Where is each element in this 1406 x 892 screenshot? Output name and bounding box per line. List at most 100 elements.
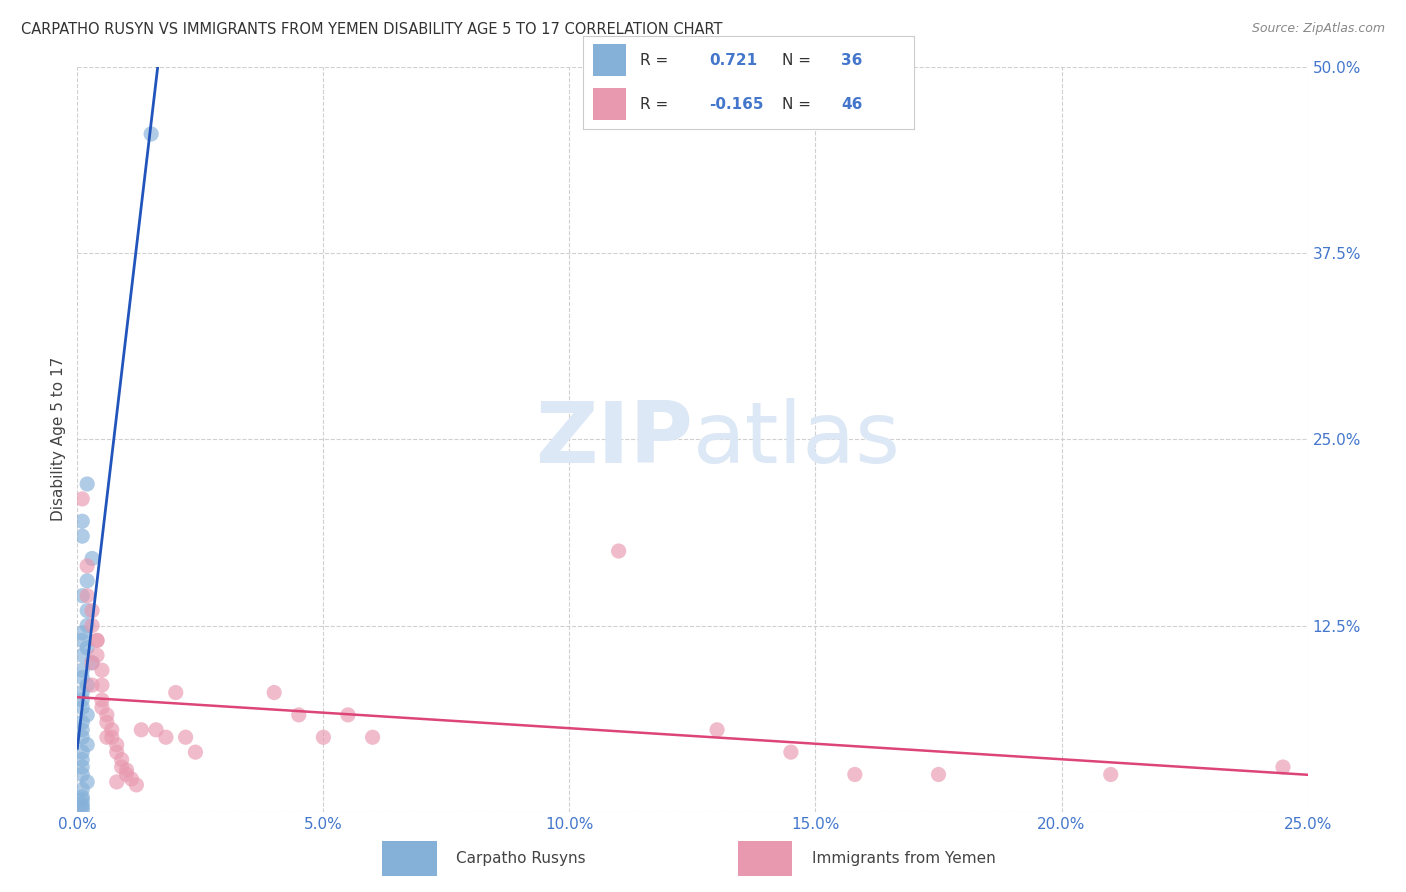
- Point: [129, 723, 153, 737]
- Point: [706, 723, 728, 737]
- Point: [1272, 760, 1295, 774]
- Point: [76, 618, 98, 632]
- Point: [82, 604, 104, 618]
- Point: [76, 738, 98, 752]
- Point: [90, 663, 114, 677]
- Point: [115, 767, 138, 781]
- Point: [76, 589, 98, 603]
- Point: [125, 778, 148, 792]
- Point: [263, 685, 285, 699]
- FancyBboxPatch shape: [593, 88, 627, 120]
- Point: [70, 760, 93, 774]
- Point: [1099, 767, 1122, 781]
- Point: [844, 767, 866, 781]
- FancyBboxPatch shape: [738, 841, 793, 876]
- Point: [76, 604, 98, 618]
- Point: [184, 745, 207, 759]
- Point: [96, 707, 118, 722]
- Point: [76, 678, 98, 692]
- Point: [90, 693, 114, 707]
- Point: [76, 558, 98, 573]
- Point: [111, 753, 132, 767]
- Point: [86, 648, 108, 663]
- Text: Immigrants from Yemen: Immigrants from Yemen: [811, 851, 995, 866]
- Point: [96, 730, 118, 744]
- Point: [70, 626, 93, 640]
- Point: [607, 544, 630, 558]
- Text: N =: N =: [782, 96, 815, 112]
- Point: [70, 491, 93, 506]
- Text: CARPATHO RUSYN VS IMMIGRANTS FROM YEMEN DISABILITY AGE 5 TO 17 CORRELATION CHART: CARPATHO RUSYN VS IMMIGRANTS FROM YEMEN …: [21, 22, 723, 37]
- Point: [361, 730, 384, 744]
- Point: [82, 551, 104, 566]
- Point: [76, 574, 98, 588]
- Point: [86, 633, 108, 648]
- Point: [76, 640, 98, 655]
- Point: [90, 678, 114, 692]
- Point: [70, 800, 93, 814]
- Point: [337, 707, 360, 722]
- Point: [165, 685, 187, 699]
- Text: ZIP: ZIP: [534, 398, 693, 481]
- Point: [76, 477, 98, 491]
- Text: Carpatho Rusyns: Carpatho Rusyns: [456, 851, 585, 866]
- Point: [70, 767, 93, 781]
- Point: [115, 763, 138, 777]
- Point: [70, 671, 93, 685]
- Text: -0.165: -0.165: [709, 96, 763, 112]
- Point: [70, 715, 93, 730]
- Point: [174, 730, 197, 744]
- Point: [780, 745, 803, 759]
- Point: [928, 767, 950, 781]
- Point: [70, 700, 93, 714]
- Point: [121, 772, 143, 786]
- Point: [155, 730, 177, 744]
- Point: [70, 648, 93, 663]
- Point: [70, 789, 93, 804]
- Point: [105, 745, 128, 759]
- Point: [101, 723, 124, 737]
- FancyBboxPatch shape: [593, 44, 627, 76]
- Text: atlas: atlas: [693, 398, 900, 481]
- Point: [70, 693, 93, 707]
- Text: N =: N =: [782, 53, 815, 68]
- Point: [70, 753, 93, 767]
- Point: [70, 793, 93, 807]
- Point: [70, 633, 93, 648]
- Point: [70, 745, 93, 759]
- Point: [111, 760, 132, 774]
- Point: [141, 127, 163, 141]
- Y-axis label: Disability Age 5 to 17: Disability Age 5 to 17: [51, 357, 66, 522]
- Point: [70, 797, 93, 812]
- Point: [70, 514, 93, 528]
- Text: R =: R =: [640, 96, 673, 112]
- Point: [288, 707, 311, 722]
- Text: 0.721: 0.721: [709, 53, 758, 68]
- Point: [70, 589, 93, 603]
- Text: Source: ZipAtlas.com: Source: ZipAtlas.com: [1251, 22, 1385, 36]
- Point: [105, 775, 128, 789]
- Point: [82, 678, 104, 692]
- Point: [70, 663, 93, 677]
- Point: [86, 633, 108, 648]
- Text: R =: R =: [640, 53, 673, 68]
- Point: [101, 730, 124, 744]
- Point: [76, 707, 98, 722]
- Point: [70, 730, 93, 744]
- Point: [90, 700, 114, 714]
- Point: [82, 656, 104, 670]
- Point: [145, 723, 167, 737]
- Point: [82, 656, 104, 670]
- Point: [70, 723, 93, 737]
- Point: [76, 775, 98, 789]
- Point: [96, 715, 118, 730]
- Text: 36: 36: [841, 53, 863, 68]
- Point: [312, 730, 335, 744]
- FancyBboxPatch shape: [382, 841, 436, 876]
- Point: [70, 529, 93, 543]
- Text: 46: 46: [841, 96, 863, 112]
- Point: [70, 782, 93, 797]
- Point: [70, 803, 93, 817]
- Point: [82, 618, 104, 632]
- Point: [105, 738, 128, 752]
